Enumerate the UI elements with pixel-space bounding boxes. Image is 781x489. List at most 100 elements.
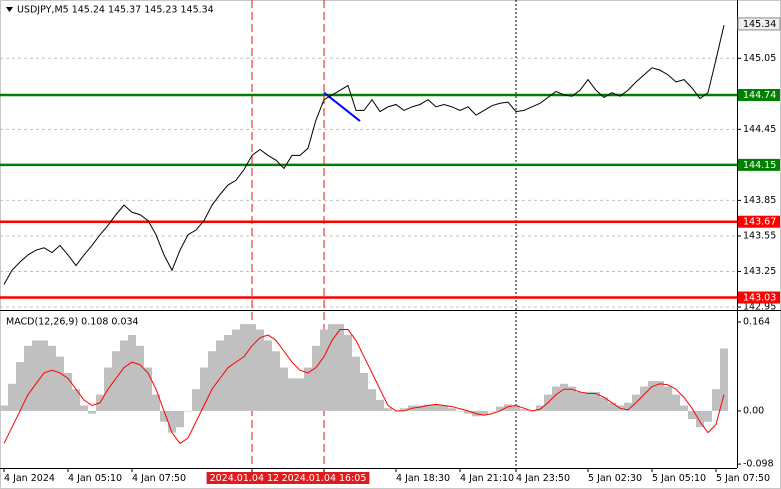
indicator-title: MACD(12,26,9) 0.108 0.034	[6, 317, 139, 328]
signal-line	[3, 329, 725, 445]
histogram-bar	[488, 410, 496, 412]
histogram-bar	[704, 410, 712, 422]
histogram-bar	[120, 340, 128, 411]
level-label-box	[738, 291, 780, 304]
histogram-bar	[592, 391, 600, 411]
y-tick-label: -0.098	[743, 459, 774, 470]
histogram-bar	[608, 402, 616, 411]
histogram-bar	[376, 400, 384, 411]
histogram-bar	[320, 329, 328, 411]
histogram-bar	[264, 340, 272, 411]
histogram-bar	[600, 397, 608, 411]
histogram-bar	[248, 324, 256, 411]
histogram-bar	[664, 386, 672, 411]
histogram-bar	[160, 410, 168, 422]
histogram-bar	[352, 356, 360, 411]
y-tick-label: 0.00	[743, 405, 764, 416]
histogram-bar	[296, 378, 304, 411]
y-tick-label: 142.95	[743, 302, 776, 313]
x-tick-label: 4 Jan 23:50	[516, 473, 570, 484]
histogram-bar	[184, 410, 192, 412]
histogram-bar	[624, 402, 632, 411]
x-tick-label: 4 Jan 18:30	[396, 473, 450, 484]
histogram-bar	[24, 345, 32, 411]
histogram-bar	[128, 334, 136, 411]
y-tick-label: 145.05	[743, 53, 776, 64]
histogram-bar	[8, 383, 16, 411]
histogram-bar	[256, 329, 264, 411]
y-tick-label: 143.55	[743, 230, 776, 241]
last-price-label: 145.34	[743, 19, 776, 30]
histogram-bar	[520, 409, 528, 411]
chart-title: USDJPY,M5 145.24 145.37 145.23 145.34	[17, 5, 214, 16]
histogram-bar	[424, 404, 432, 411]
histogram-bar	[480, 410, 488, 416]
histogram-bar	[368, 389, 376, 411]
histogram-bar	[568, 386, 576, 411]
histogram-bar	[336, 324, 344, 411]
histogram-bar	[680, 405, 688, 411]
histogram-bar	[240, 324, 248, 411]
menu-icon	[6, 7, 13, 12]
histogram-bar	[400, 408, 408, 411]
histogram-bar	[672, 394, 680, 411]
histogram-bar	[64, 372, 72, 411]
level-label: 143.67	[743, 217, 776, 228]
price-line	[3, 25, 725, 285]
histogram-bar	[112, 351, 120, 411]
histogram-bar	[192, 389, 200, 411]
histogram-bar	[504, 404, 512, 411]
histogram-bar	[712, 389, 720, 411]
histogram-bar	[640, 386, 648, 411]
histogram-bar	[648, 381, 656, 411]
histogram-bar	[80, 405, 88, 411]
level-label-box	[738, 89, 780, 102]
histogram-bar	[152, 394, 160, 411]
histogram-bar	[216, 340, 224, 411]
histogram-bar	[168, 410, 176, 433]
histogram-bar	[136, 345, 144, 411]
histogram-bar	[584, 391, 592, 411]
histogram-bar	[88, 410, 96, 414]
x-tick-label: 4 Jan 07:50	[132, 473, 186, 484]
histogram-bar	[16, 362, 24, 411]
histogram-bar	[656, 381, 664, 411]
histogram-bar	[688, 410, 696, 420]
last-price-box	[737, 17, 781, 31]
histogram-bar	[312, 345, 320, 411]
histogram-bar	[344, 334, 352, 411]
histogram-bar	[48, 345, 56, 411]
histogram-bar	[448, 408, 456, 411]
histogram-bar	[576, 391, 584, 411]
x-tick-label: 4 Jan 2024	[4, 473, 55, 484]
y-tick-label: 143.85	[743, 195, 776, 206]
trendline	[323, 91, 361, 122]
histogram-bar	[328, 324, 336, 411]
histogram-bar	[456, 410, 464, 412]
highlight-label-box	[206, 472, 298, 484]
x-tick-label: 5 Jan 05:10	[652, 473, 706, 484]
histogram-bar	[200, 367, 208, 411]
histogram-bar	[208, 351, 216, 411]
histogram-bar	[552, 386, 560, 411]
histogram-bar	[384, 408, 392, 411]
histogram-bar	[32, 340, 40, 411]
histogram-bar	[360, 372, 368, 411]
histogram-bar	[176, 410, 184, 428]
highlight-label-box	[278, 472, 370, 484]
histogram-bar	[272, 351, 280, 411]
histogram-bar	[288, 378, 296, 411]
histogram-bar	[72, 389, 80, 411]
level-label: 143.03	[743, 293, 776, 304]
histogram-bar	[496, 406, 504, 411]
histogram-bar	[720, 348, 728, 411]
histogram-bar	[416, 405, 424, 411]
x-tick-label: 4 Jan 05:10	[68, 473, 122, 484]
histogram-bar	[560, 383, 568, 411]
y-tick-label: 143.25	[743, 266, 776, 277]
level-label-box	[738, 215, 780, 228]
histogram-bar	[536, 405, 544, 411]
histogram-bar	[280, 367, 288, 411]
